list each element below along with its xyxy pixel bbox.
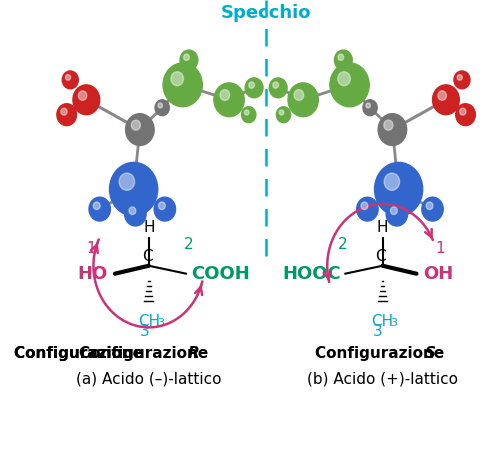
- Text: 3: 3: [373, 323, 383, 338]
- Circle shape: [180, 51, 198, 71]
- Circle shape: [422, 198, 443, 221]
- Text: CH: CH: [138, 314, 160, 329]
- Text: 2: 2: [338, 237, 347, 252]
- Circle shape: [126, 115, 154, 146]
- Circle shape: [78, 92, 87, 101]
- Circle shape: [454, 72, 470, 90]
- Circle shape: [384, 121, 393, 131]
- Circle shape: [288, 84, 318, 117]
- Circle shape: [119, 174, 135, 191]
- Text: 3: 3: [157, 318, 164, 328]
- Text: Configurazione: Configurazione: [14, 345, 149, 360]
- Circle shape: [61, 109, 67, 116]
- Text: 2: 2: [184, 237, 194, 252]
- Circle shape: [154, 198, 175, 221]
- Circle shape: [158, 202, 165, 210]
- Text: 1: 1: [86, 241, 96, 256]
- Text: C: C: [142, 248, 152, 263]
- Circle shape: [361, 202, 368, 210]
- Circle shape: [131, 121, 141, 131]
- Circle shape: [366, 104, 370, 109]
- Circle shape: [356, 198, 378, 221]
- Text: H: H: [377, 220, 388, 235]
- Circle shape: [220, 91, 230, 101]
- Circle shape: [433, 86, 459, 115]
- Circle shape: [457, 75, 462, 81]
- Text: H: H: [143, 220, 155, 235]
- Circle shape: [384, 174, 399, 191]
- Circle shape: [158, 104, 162, 109]
- Circle shape: [125, 202, 146, 226]
- Text: Specchio: Specchio: [220, 5, 311, 22]
- Text: COOH: COOH: [191, 264, 250, 282]
- Circle shape: [460, 109, 466, 116]
- Circle shape: [214, 84, 244, 117]
- Text: C: C: [375, 248, 386, 263]
- Circle shape: [93, 202, 100, 210]
- Circle shape: [155, 101, 170, 116]
- Text: HO: HO: [77, 264, 108, 282]
- Circle shape: [62, 72, 78, 90]
- Text: 3: 3: [391, 318, 398, 328]
- Text: Configurazione: Configurazione: [79, 345, 213, 360]
- Circle shape: [273, 83, 279, 89]
- Circle shape: [66, 75, 71, 81]
- Circle shape: [269, 79, 287, 99]
- Circle shape: [129, 207, 136, 215]
- Circle shape: [456, 105, 475, 126]
- Circle shape: [438, 92, 446, 101]
- Text: CH: CH: [371, 314, 394, 329]
- Circle shape: [279, 110, 284, 116]
- Circle shape: [244, 110, 249, 116]
- Text: 1: 1: [436, 241, 445, 256]
- Circle shape: [184, 55, 189, 61]
- Circle shape: [89, 198, 111, 221]
- Text: (b) Acido (+)-lattico: (b) Acido (+)-lattico: [307, 370, 458, 385]
- Circle shape: [338, 73, 350, 87]
- Circle shape: [386, 202, 408, 226]
- Text: HOOC: HOOC: [282, 264, 341, 282]
- Circle shape: [110, 163, 158, 216]
- Circle shape: [163, 64, 202, 107]
- Circle shape: [426, 202, 433, 210]
- Circle shape: [334, 51, 352, 71]
- Circle shape: [249, 83, 255, 89]
- Circle shape: [242, 107, 256, 124]
- Circle shape: [294, 91, 304, 101]
- Text: S: S: [425, 345, 435, 360]
- Circle shape: [330, 64, 369, 107]
- Circle shape: [338, 55, 344, 61]
- Circle shape: [374, 163, 423, 216]
- Text: (a) Acido (–)-lattico: (a) Acido (–)-lattico: [76, 370, 222, 385]
- Text: Configurazione: Configurazione: [14, 345, 149, 360]
- Circle shape: [378, 115, 407, 146]
- Text: OH: OH: [424, 264, 454, 282]
- Circle shape: [171, 73, 184, 87]
- Text: 3: 3: [140, 323, 149, 338]
- Circle shape: [363, 101, 377, 116]
- Circle shape: [245, 79, 263, 99]
- Circle shape: [57, 105, 76, 126]
- Text: R: R: [187, 345, 199, 360]
- Circle shape: [73, 86, 99, 115]
- Circle shape: [276, 107, 291, 124]
- Text: Configurazione: Configurazione: [315, 345, 450, 360]
- Circle shape: [390, 207, 398, 215]
